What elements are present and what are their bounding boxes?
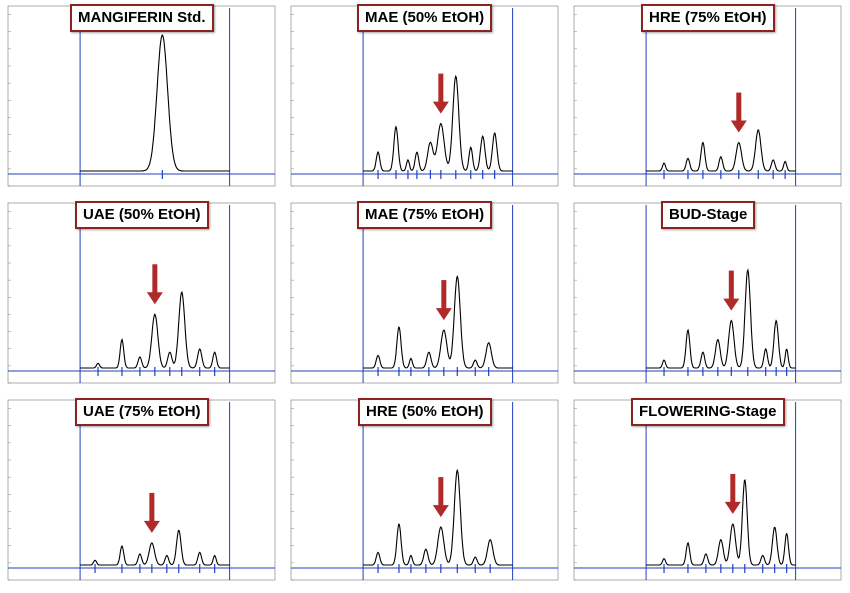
chromatogram-plot — [290, 202, 559, 384]
chromatogram-plot — [290, 399, 559, 581]
chromatogram-trace — [80, 34, 230, 172]
plot-frame — [290, 399, 559, 581]
peak-arrow — [432, 477, 449, 518]
chromatogram-trace — [363, 274, 513, 369]
peak-arrow — [435, 280, 452, 321]
chromatogram-panel: FLOWERING-Stage — [566, 394, 849, 591]
plot-frame — [573, 399, 842, 581]
plot-frame — [290, 5, 559, 187]
panel-title: MANGIFERIN Std. — [70, 4, 214, 32]
panel-title: HRE (75% EtOH) — [641, 4, 775, 32]
peak-arrow — [723, 270, 740, 311]
peak-arrow — [146, 264, 163, 305]
panel-title: HRE (50% EtOH) — [358, 398, 492, 426]
plot-frame — [573, 5, 842, 187]
plot-frame — [7, 202, 276, 384]
chromatogram-plot — [7, 5, 276, 187]
panel-title: UAE (50% EtOH) — [75, 201, 209, 229]
chromatogram-panel: MAE (50% EtOH) — [283, 0, 566, 197]
chromatogram-trace — [80, 290, 230, 369]
plot-frame — [290, 202, 559, 384]
panel-title: BUD-Stage — [661, 201, 756, 229]
chromatogram-plot — [573, 399, 842, 581]
chromatogram-trace — [80, 529, 230, 566]
chromatogram-panel: HRE (75% EtOH) — [566, 0, 849, 197]
chromatogram-trace — [646, 479, 796, 566]
chromatogram-plot — [290, 5, 559, 187]
chromatogram-plot — [7, 399, 276, 581]
chromatogram-trace — [363, 468, 513, 566]
chromatogram-panel: HRE (50% EtOH) — [283, 394, 566, 591]
peak-arrow — [432, 73, 449, 114]
chromatogram-trace — [363, 74, 513, 172]
panel-title: UAE (75% EtOH) — [75, 398, 209, 426]
chromatogram-panel: BUD-Stage — [566, 197, 849, 394]
chromatogram-panel: MAE (75% EtOH) — [283, 197, 566, 394]
peak-arrow — [143, 492, 160, 533]
panel-title: MAE (75% EtOH) — [357, 201, 493, 229]
peak-arrow — [730, 92, 747, 133]
chromatogram-panel: UAE (75% EtOH) — [0, 394, 283, 591]
plot-frame — [7, 399, 276, 581]
peak-arrow — [724, 473, 741, 514]
panel-title: MAE (50% EtOH) — [357, 4, 493, 32]
panel-title: FLOWERING-Stage — [631, 398, 785, 426]
chromatogram-trace — [646, 268, 796, 369]
chromatogram-trace — [646, 128, 796, 172]
chromatogram-panel: UAE (50% EtOH) — [0, 197, 283, 394]
chromatogram-plot — [573, 5, 842, 187]
chromatogram-panel: MANGIFERIN Std. — [0, 0, 283, 197]
plot-frame — [573, 202, 842, 384]
plot-frame — [7, 5, 276, 187]
